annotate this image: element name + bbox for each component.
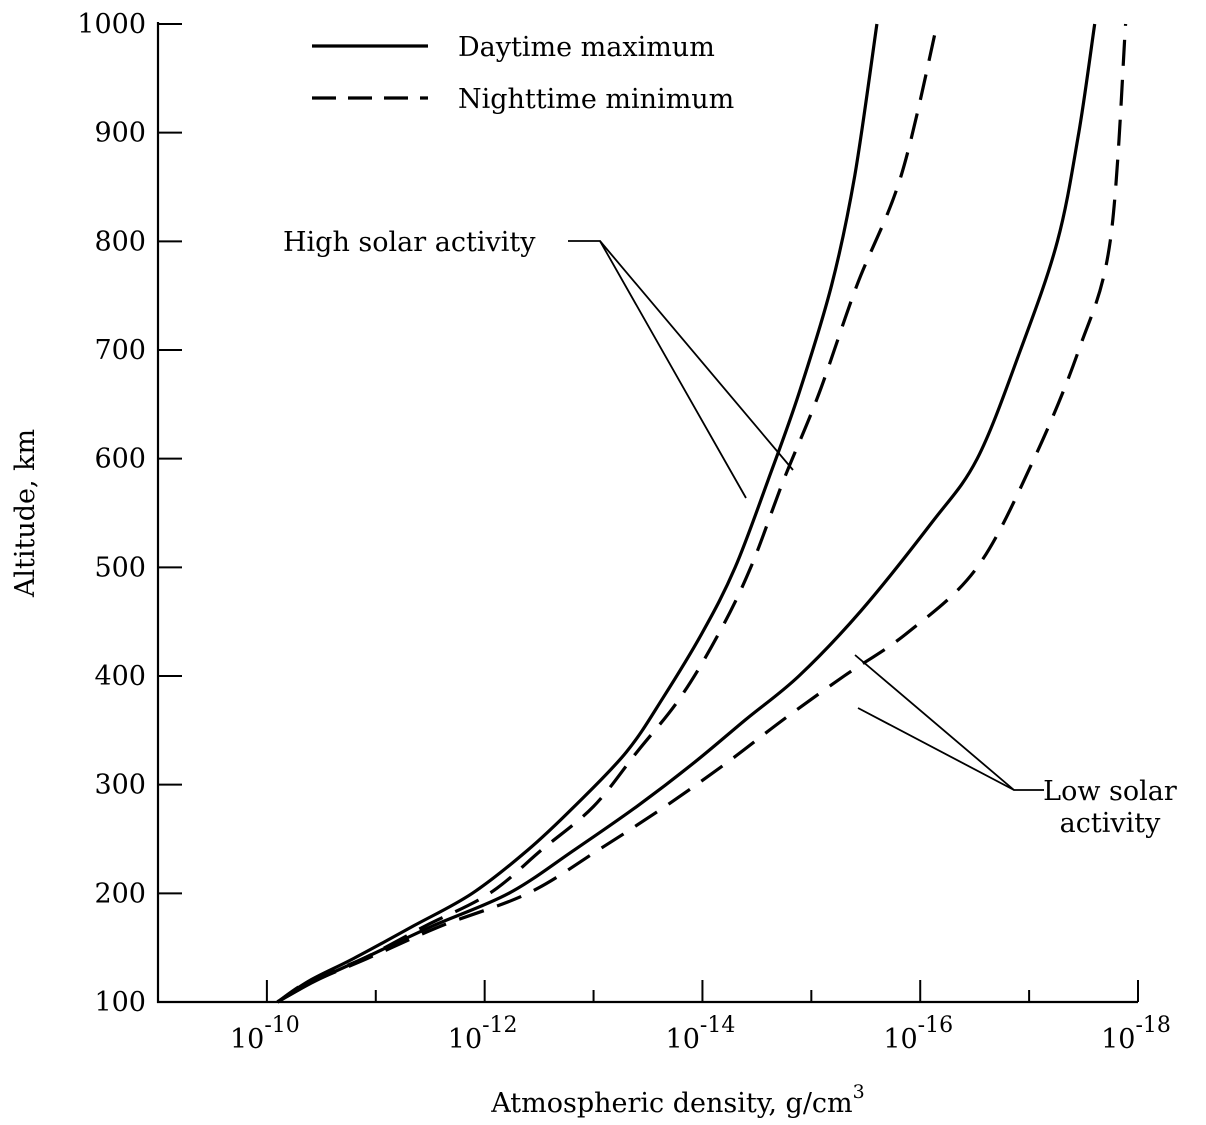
- low-solar-nighttime-line: [276, 23, 1128, 1004]
- y-tick-label: 1000: [77, 9, 146, 40]
- x-tick-label: 10-18: [1101, 1013, 1171, 1055]
- annotation-high-solar: High solar activity: [283, 227, 536, 258]
- leader-high-nighttime: [599, 240, 794, 471]
- legend-label: Nighttime minimum: [458, 84, 734, 115]
- x-tick-exponent: -16: [918, 1013, 953, 1038]
- x-tick-exponent: -12: [482, 1013, 517, 1038]
- x-axis-title-main: Atmospheric density, g/cm: [490, 1088, 852, 1119]
- annotation-low-solar: activity: [1060, 808, 1161, 839]
- y-tick-label: 400: [94, 661, 146, 692]
- y-tick-label: 300: [94, 770, 146, 801]
- x-tick-base: 10: [666, 1024, 700, 1055]
- x-tick-base: 10: [883, 1024, 917, 1055]
- annotation-low-solar: Low solar: [1043, 776, 1177, 807]
- x-axis-title: Atmospheric density, g/cm3: [490, 1081, 865, 1119]
- y-tick-label: 800: [94, 226, 146, 257]
- x-tick-exponent: -10: [264, 1013, 299, 1038]
- y-tick-label: 200: [94, 878, 146, 909]
- x-axis-title-superscript: 3: [853, 1081, 865, 1103]
- low-solar-daytime-line: [276, 23, 1097, 1004]
- y-tick-label: 500: [94, 552, 146, 583]
- x-tick-exponent: -14: [700, 1013, 735, 1038]
- legend: Daytime maximum Nighttime minimum: [312, 32, 734, 115]
- y-tick-label: 700: [94, 335, 146, 366]
- y-axis-title: Altitude, km: [10, 429, 41, 598]
- leader-low-daytime: [854, 654, 1044, 791]
- x-tick-exponent: -18: [1135, 1013, 1170, 1038]
- series-lines: [276, 23, 1128, 1004]
- y-tick-label: 600: [94, 444, 146, 475]
- x-tick-base: 10: [230, 1024, 264, 1055]
- x-tick-base: 10: [1101, 1024, 1135, 1055]
- y-tick-label: 100: [94, 987, 146, 1018]
- leader-high-daytime: [568, 240, 747, 499]
- x-tick-label: 10-14: [666, 1013, 736, 1055]
- axes: [156, 22, 1138, 1004]
- x-tick-label: 10-12: [448, 1013, 518, 1055]
- y-tick-label: 900: [94, 118, 146, 149]
- legend-label: Daytime maximum: [458, 32, 715, 63]
- x-tick-label: 10-16: [883, 1013, 953, 1055]
- x-tick-label: 10-10: [230, 1013, 300, 1055]
- leader-low-nighttime: [857, 707, 1015, 791]
- x-tick-base: 10: [448, 1024, 482, 1055]
- high-solar-daytime-line: [276, 23, 879, 1004]
- high-solar-nighttime-line: [276, 23, 939, 1004]
